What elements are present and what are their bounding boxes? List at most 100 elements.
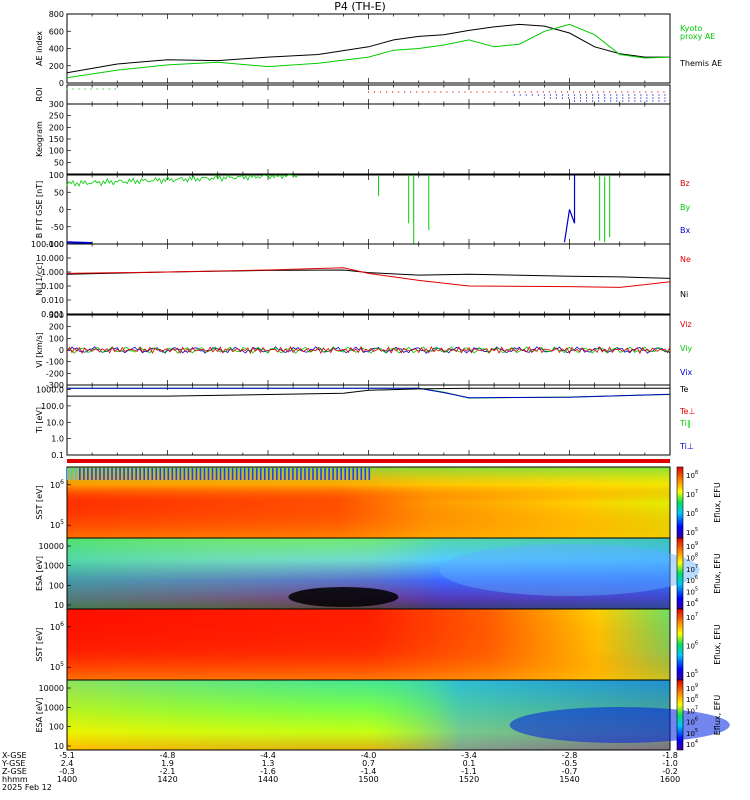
footer-tick-label: 1420: [157, 775, 177, 784]
by-series-line: [66, 174, 299, 187]
sst-ion-stripe: [123, 468, 125, 480]
sst-ion-stripe: [223, 468, 226, 480]
ae-series-line: [66, 23, 671, 79]
roi-dot: [464, 91, 466, 93]
footer-row-label: Y-GSE: [1, 759, 25, 768]
roi-dot: [579, 100, 582, 102]
roi-dot: [634, 97, 636, 99]
roi-dot: [561, 94, 564, 96]
roi-dot: [470, 91, 472, 93]
sst-ion-stripe: [284, 468, 286, 480]
legend-label: Kyoto: [680, 24, 702, 33]
sst-ion-stripe: [95, 468, 97, 480]
y-tick-label: 100: [49, 334, 64, 343]
roi-dot: [555, 97, 558, 99]
y-tick-label: 0: [59, 346, 64, 355]
temperature-series-line: [67, 387, 671, 399]
sst-ion-stripe: [71, 468, 73, 480]
colorbar-tick-label: 107: [686, 705, 698, 715]
sst-ion-stripe: [231, 468, 234, 480]
density-panel-frame: [66, 243, 671, 315]
roi-dot: [500, 91, 502, 93]
footer-tick-label: 1520: [459, 775, 479, 784]
sst-ion-stripe: [368, 468, 371, 480]
colorbar-tick-label: 105: [686, 587, 698, 597]
roi-dot: [452, 91, 454, 93]
sst-ion-stripe: [255, 468, 258, 480]
footer-row-label: Z-GSE: [2, 767, 27, 776]
roi-dot: [646, 97, 648, 99]
footer-row-label: X-GSE: [2, 751, 27, 760]
roi-dot: [609, 91, 611, 93]
footer-tick-label: -1.1: [461, 767, 477, 776]
sst-ion-stripe: [175, 468, 178, 480]
roi-dot: [658, 97, 660, 99]
footer-tick-label: 0.1: [463, 759, 476, 768]
legend-label: Bx: [680, 226, 690, 235]
sst-ion-stripe: [171, 468, 174, 480]
velocity-series-line: [66, 346, 671, 354]
sst-ion-stripe: [83, 468, 85, 480]
roi-dot: [549, 97, 552, 99]
y-tick-label: 106: [50, 479, 64, 490]
roi-dot: [610, 97, 612, 99]
y-axis-label: Keogram: [35, 121, 44, 157]
roi-dot: [84, 88, 86, 90]
roi-dot: [476, 91, 478, 93]
density-series-line: [66, 269, 671, 279]
y-axis-label: SST [eV]: [35, 485, 44, 519]
esa-ion-panel: ESA [eV] 10000 1000 100 10: [35, 537, 700, 610]
sst-ion-stripe: [332, 468, 334, 480]
roi-dot: [604, 100, 606, 102]
sst-ion-stripe: [280, 468, 282, 480]
roi-dot: [488, 91, 490, 93]
colorbar-tick-label: 105: [686, 669, 698, 679]
footer-tick-label: 1440: [258, 775, 278, 784]
sst-ion-stripe: [111, 468, 113, 480]
bx-series-line: [66, 241, 93, 244]
colorbar-tick-label: 104: [686, 739, 698, 749]
roi-dot: [616, 94, 618, 96]
roi-dot: [566, 91, 569, 93]
roi-dot: [428, 91, 430, 93]
y-tick-label: 50: [54, 158, 64, 167]
roi-dot: [519, 94, 521, 96]
sst-ion-stripe: [312, 468, 314, 480]
sst-electron-panel: SST [eV] 106 105: [35, 608, 671, 681]
y-axis-label: ESA [eV]: [35, 698, 44, 733]
legend-label: Themis AE: [679, 59, 722, 68]
y-tick-label: 200: [49, 323, 64, 332]
y-tick-label: 600: [49, 27, 64, 36]
sst-ion-stripe: [340, 468, 342, 480]
y-axis-label: Ti [eV]: [35, 407, 44, 434]
velocity-panel: Vi [km/s] -300 -200 -100 0 100 200 300 Viz Viy Vix: [35, 311, 693, 390]
roi-dot: [102, 88, 104, 90]
colorbar-tick-label: 105: [686, 728, 698, 738]
colorbar-tick-label: 107: [686, 489, 698, 499]
y-tick-label: 10: [54, 742, 64, 751]
roi-dot: [518, 91, 520, 93]
footer-tick-label: -0.3: [59, 767, 75, 776]
colorbar-tick-label: 109: [686, 683, 698, 693]
colorbar-tick-label: 105: [686, 527, 698, 537]
roi-dot: [663, 91, 665, 93]
y-tick-label: -300: [46, 381, 64, 390]
roi-dot: [621, 91, 623, 93]
roi-dot: [597, 91, 599, 93]
footer-tick-label: 1540: [559, 775, 579, 784]
roi-dot: [578, 91, 581, 93]
colorbar: 107 106 105 Eflux, EFU: [676, 608, 722, 681]
y-tick-label: 10.000: [36, 254, 64, 263]
roi-dot: [367, 91, 370, 93]
legend-label: Vix: [680, 368, 693, 377]
roi-dot: [536, 91, 538, 93]
sst-ion-stripe: [135, 468, 137, 480]
bfield-panel: B FIT GSE [nT]-100 -50 0 50 100 Bz By Bx: [35, 171, 690, 249]
roi-dot: [572, 91, 575, 93]
sst-ion-stripe: [75, 468, 77, 480]
sst-ion-stripe: [147, 468, 149, 480]
colorbar-scale: [676, 537, 684, 610]
colorbar-tick-label: 108: [686, 694, 698, 704]
